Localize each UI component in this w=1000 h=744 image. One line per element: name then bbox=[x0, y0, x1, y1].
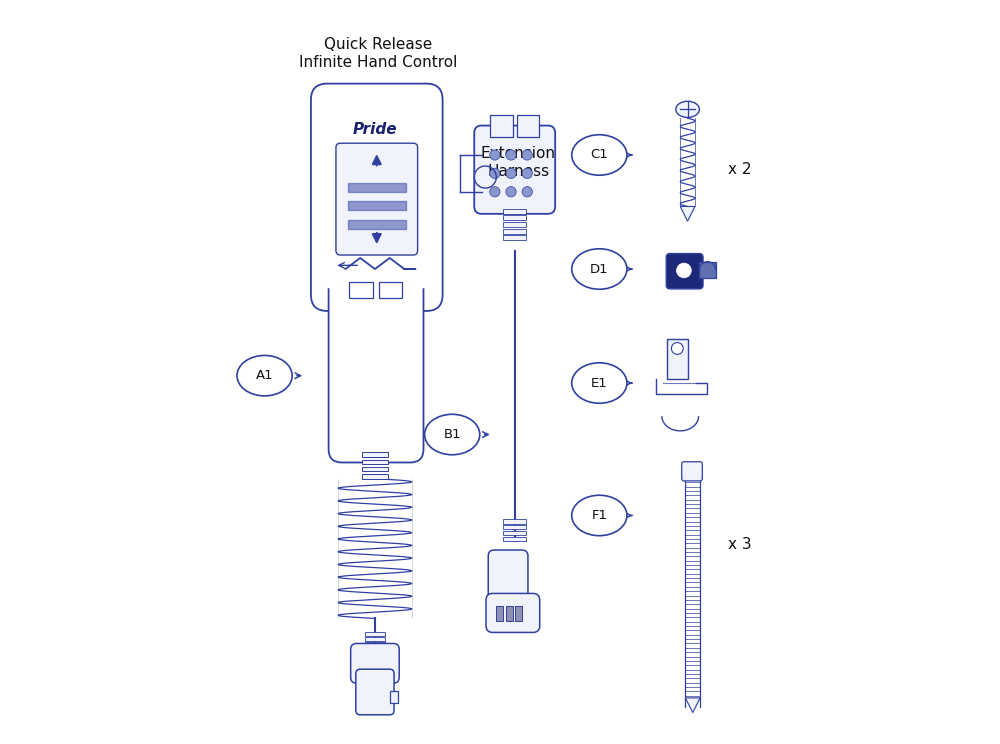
Ellipse shape bbox=[572, 135, 627, 175]
Circle shape bbox=[506, 150, 516, 160]
Polygon shape bbox=[680, 207, 695, 221]
Circle shape bbox=[677, 263, 691, 278]
Circle shape bbox=[506, 168, 516, 179]
FancyBboxPatch shape bbox=[351, 644, 399, 683]
Polygon shape bbox=[503, 208, 526, 214]
Bar bbox=[515, 606, 522, 620]
Circle shape bbox=[671, 342, 683, 354]
Ellipse shape bbox=[572, 248, 627, 289]
FancyBboxPatch shape bbox=[336, 143, 418, 255]
Polygon shape bbox=[362, 460, 388, 464]
Bar bbox=[699, 262, 716, 278]
Ellipse shape bbox=[425, 414, 480, 455]
Circle shape bbox=[522, 168, 532, 179]
Ellipse shape bbox=[572, 496, 627, 536]
Text: Quick Release
Infinite Hand Control: Quick Release Infinite Hand Control bbox=[299, 37, 458, 70]
Polygon shape bbox=[503, 222, 526, 227]
Polygon shape bbox=[503, 536, 526, 541]
Polygon shape bbox=[365, 632, 385, 636]
Polygon shape bbox=[362, 474, 388, 478]
Polygon shape bbox=[348, 202, 406, 210]
Polygon shape bbox=[503, 228, 526, 234]
Bar bbox=[390, 691, 398, 703]
FancyBboxPatch shape bbox=[329, 267, 423, 463]
FancyBboxPatch shape bbox=[666, 254, 703, 289]
Bar bbox=[496, 606, 503, 620]
Polygon shape bbox=[327, 266, 426, 287]
Bar bbox=[667, 339, 688, 379]
Circle shape bbox=[506, 187, 516, 197]
FancyBboxPatch shape bbox=[474, 126, 555, 214]
Polygon shape bbox=[503, 235, 526, 240]
Polygon shape bbox=[503, 215, 526, 220]
FancyBboxPatch shape bbox=[356, 669, 394, 715]
Polygon shape bbox=[365, 637, 385, 641]
Text: C1: C1 bbox=[590, 149, 608, 161]
Ellipse shape bbox=[676, 101, 699, 118]
Polygon shape bbox=[362, 467, 388, 471]
Text: E1: E1 bbox=[591, 376, 608, 390]
Bar bbox=[506, 606, 513, 620]
Ellipse shape bbox=[237, 356, 292, 396]
Polygon shape bbox=[503, 519, 526, 524]
Bar bbox=[379, 282, 402, 298]
Text: B1: B1 bbox=[443, 428, 461, 441]
Polygon shape bbox=[365, 647, 385, 652]
FancyBboxPatch shape bbox=[486, 594, 540, 632]
Circle shape bbox=[490, 187, 500, 197]
FancyBboxPatch shape bbox=[488, 550, 528, 602]
Circle shape bbox=[490, 150, 500, 160]
Polygon shape bbox=[365, 642, 385, 647]
Circle shape bbox=[522, 150, 532, 160]
Text: F1: F1 bbox=[591, 509, 607, 522]
Polygon shape bbox=[362, 452, 388, 457]
Polygon shape bbox=[503, 531, 526, 536]
Bar bbox=[349, 282, 373, 298]
Polygon shape bbox=[503, 525, 526, 530]
Circle shape bbox=[490, 168, 500, 179]
Bar bbox=[490, 115, 513, 137]
Text: D1: D1 bbox=[590, 263, 609, 275]
Text: A1: A1 bbox=[256, 369, 273, 382]
Text: Pride: Pride bbox=[353, 122, 397, 137]
FancyBboxPatch shape bbox=[682, 462, 702, 481]
FancyBboxPatch shape bbox=[311, 83, 443, 311]
Polygon shape bbox=[348, 219, 406, 228]
Text: Extension
Harness: Extension Harness bbox=[481, 146, 556, 179]
Polygon shape bbox=[685, 698, 700, 713]
Ellipse shape bbox=[572, 363, 627, 403]
Bar bbox=[517, 115, 539, 137]
Text: x 3: x 3 bbox=[728, 537, 752, 552]
Text: x 2: x 2 bbox=[728, 162, 752, 177]
Polygon shape bbox=[348, 183, 406, 192]
Circle shape bbox=[522, 187, 532, 197]
Polygon shape bbox=[342, 266, 410, 287]
